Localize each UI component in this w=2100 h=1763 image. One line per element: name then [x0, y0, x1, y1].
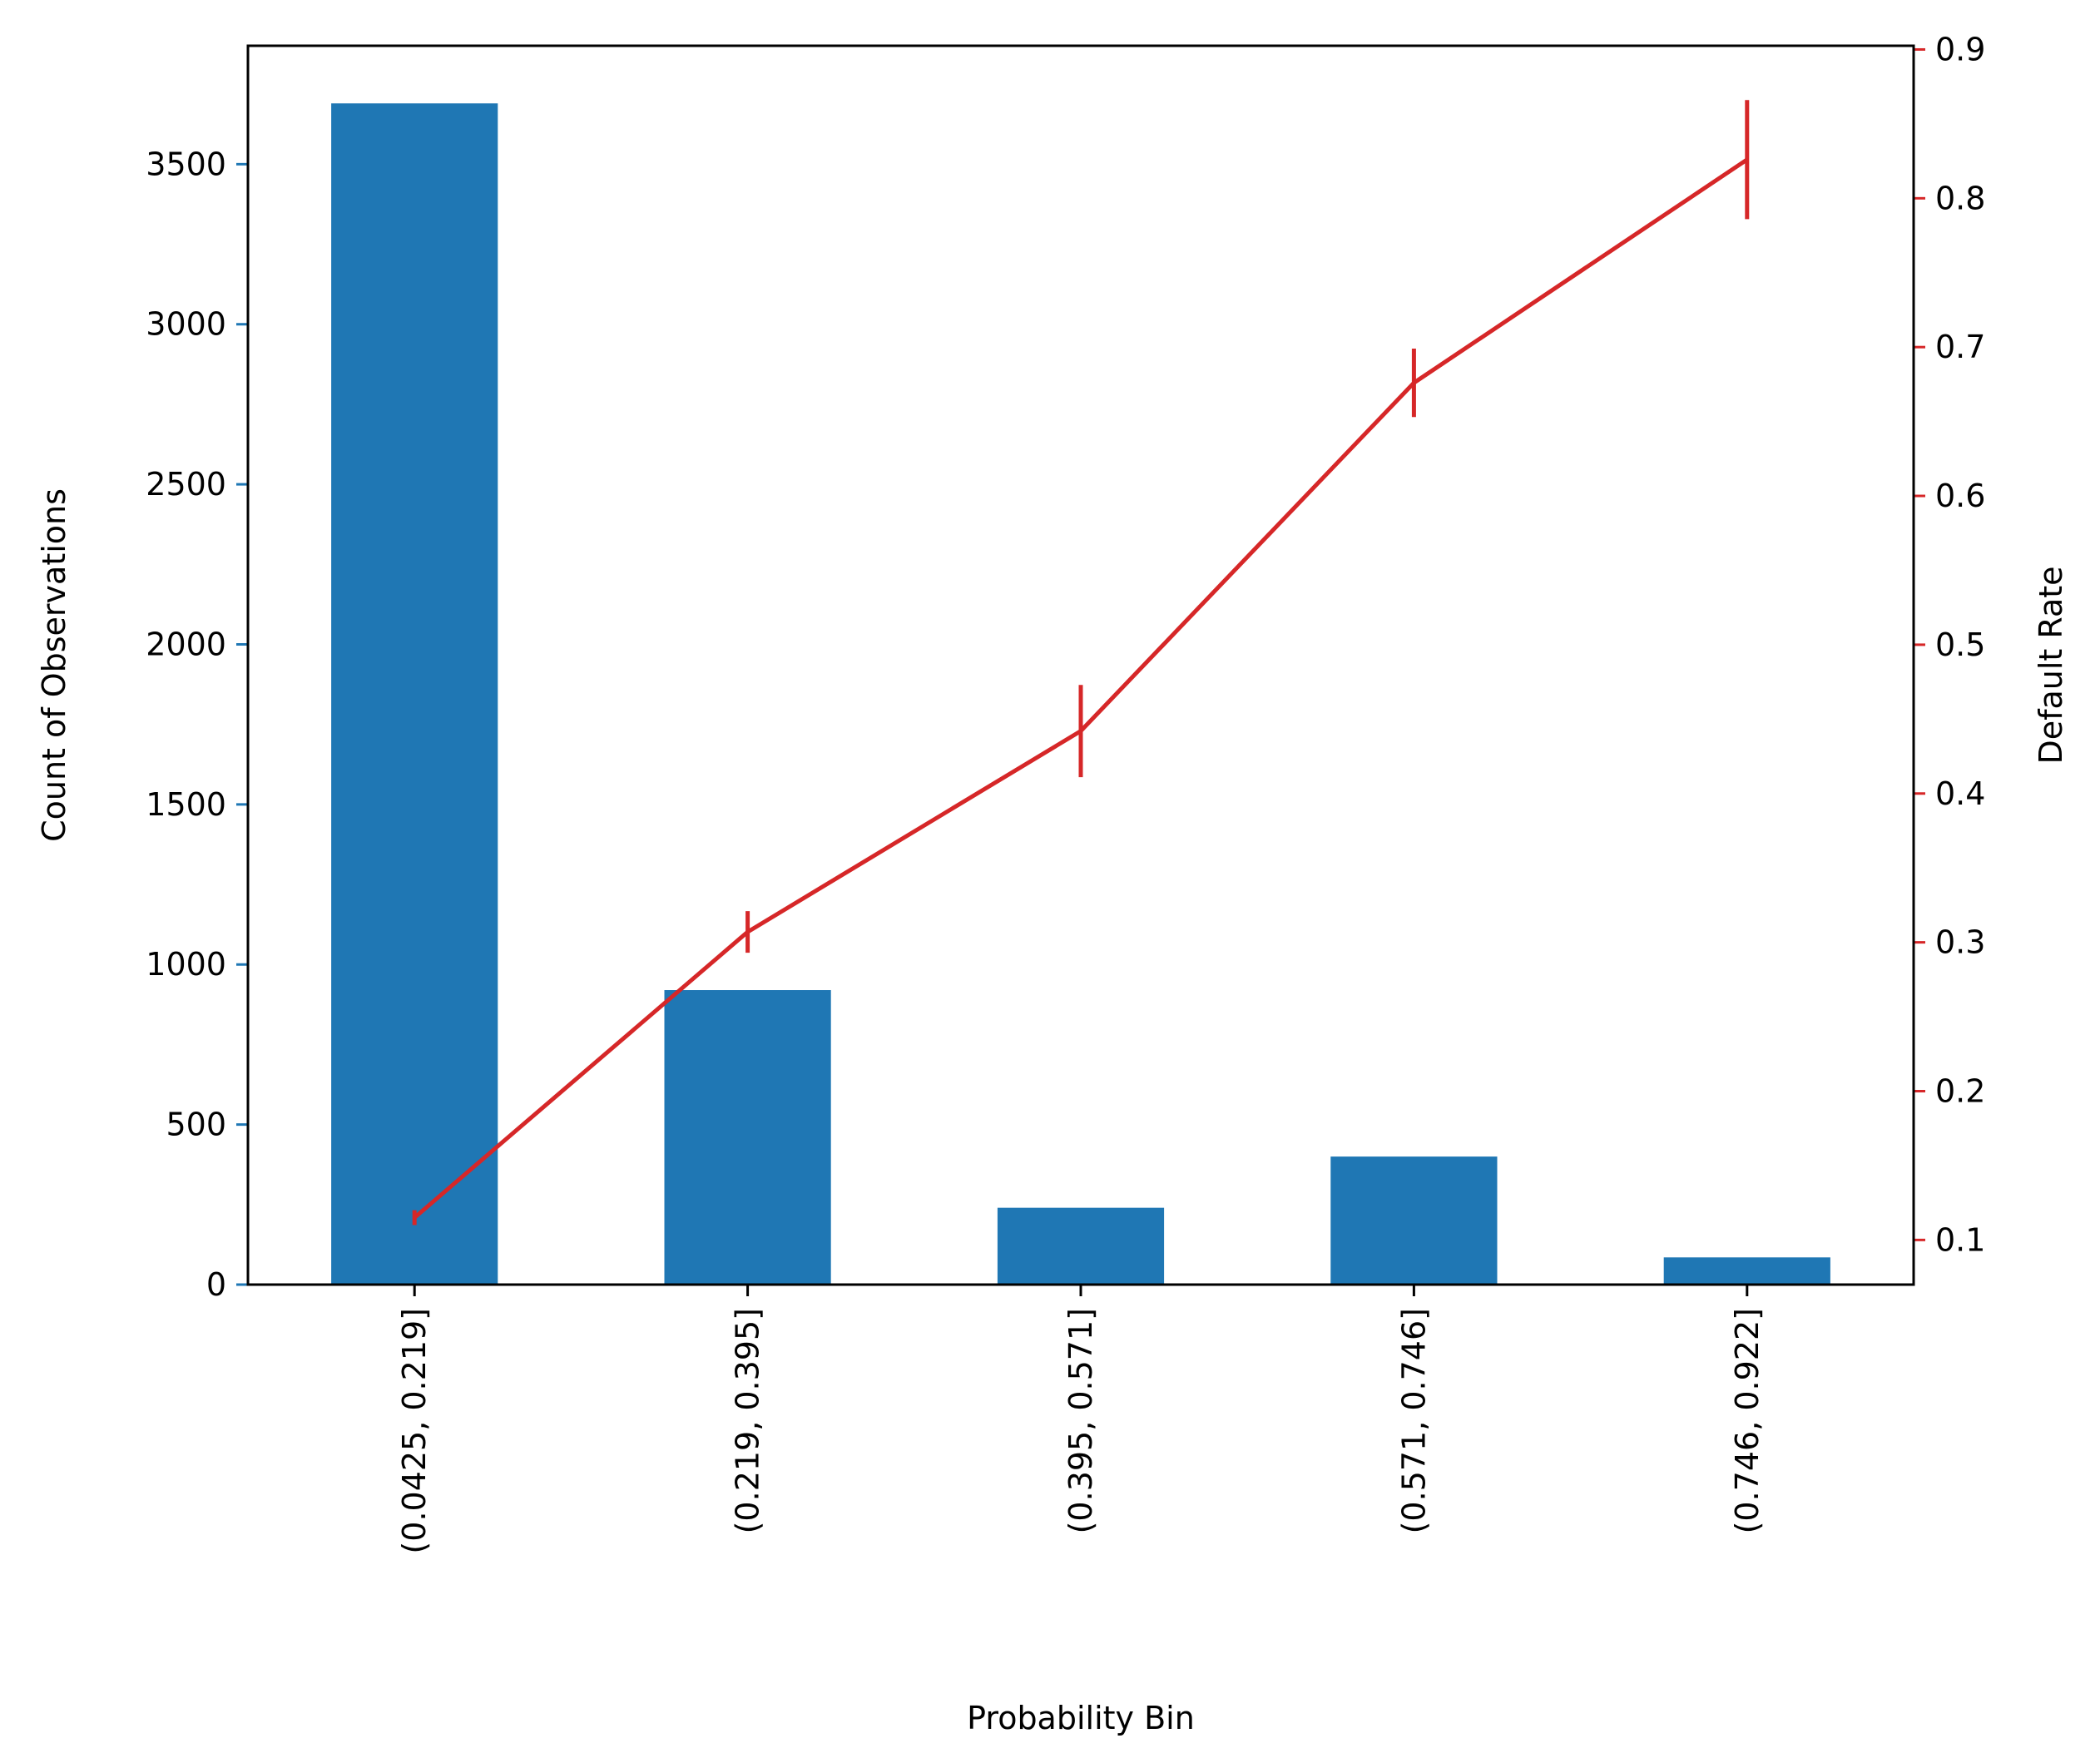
right-tick-label: 0.8	[1935, 180, 1985, 216]
x-tick-label: (0.0425, 0.219]	[396, 1308, 433, 1554]
bar	[1663, 1257, 1830, 1285]
left-tick-label: 0	[206, 1266, 226, 1303]
x-tick-label: (0.395, 0.571]	[1062, 1308, 1099, 1533]
left-axis-ticks: 0 500 1000 1500 2000 2500 3000 3500	[146, 146, 248, 1303]
right-tick-label: 0.4	[1935, 775, 1985, 812]
bar	[331, 103, 498, 1285]
right-tick-label: 0.9	[1935, 31, 1985, 67]
default-rate-series	[412, 100, 1750, 1226]
x-axis-title: Probability Bin	[967, 1700, 1195, 1736]
x-axis-ticks: (0.0425, 0.219] (0.219, 0.395] (0.395, 0.5…	[396, 1285, 1766, 1554]
right-tick-label: 0.1	[1935, 1221, 1985, 1258]
left-tick-label: 3500	[146, 146, 226, 182]
right-tick-label: 0.3	[1935, 924, 1985, 961]
right-axis-title: Default Rate	[2033, 566, 2069, 764]
right-tick-label: 0.6	[1935, 478, 1985, 514]
left-tick-label: 500	[166, 1107, 226, 1143]
right-tick-label: 0.2	[1935, 1072, 1985, 1109]
left-tick-label: 2500	[146, 466, 226, 503]
bar	[1330, 1156, 1498, 1285]
right-axis-ticks: 0.1 0.2 0.3 0.4 0.5 0.6 0.7 0.8 0.9	[1914, 31, 1985, 1258]
left-tick-label: 2000	[146, 626, 226, 662]
right-tick-label: 0.7	[1935, 329, 1985, 365]
x-tick-label: (0.219, 0.395]	[730, 1308, 766, 1533]
bar	[664, 990, 831, 1285]
left-tick-label: 3000	[146, 306, 226, 343]
plot-frame	[246, 44, 1915, 1286]
bar-series	[331, 103, 1830, 1285]
left-axis-title: Count of Observations	[36, 488, 72, 842]
x-tick-label: (0.746, 0.922]	[1729, 1308, 1766, 1533]
x-tick-label: (0.571, 0.746]	[1395, 1308, 1432, 1533]
left-tick-label: 1500	[146, 786, 226, 823]
bar	[997, 1207, 1165, 1285]
left-tick-label: 1000	[146, 946, 226, 983]
right-tick-label: 0.5	[1935, 626, 1985, 663]
